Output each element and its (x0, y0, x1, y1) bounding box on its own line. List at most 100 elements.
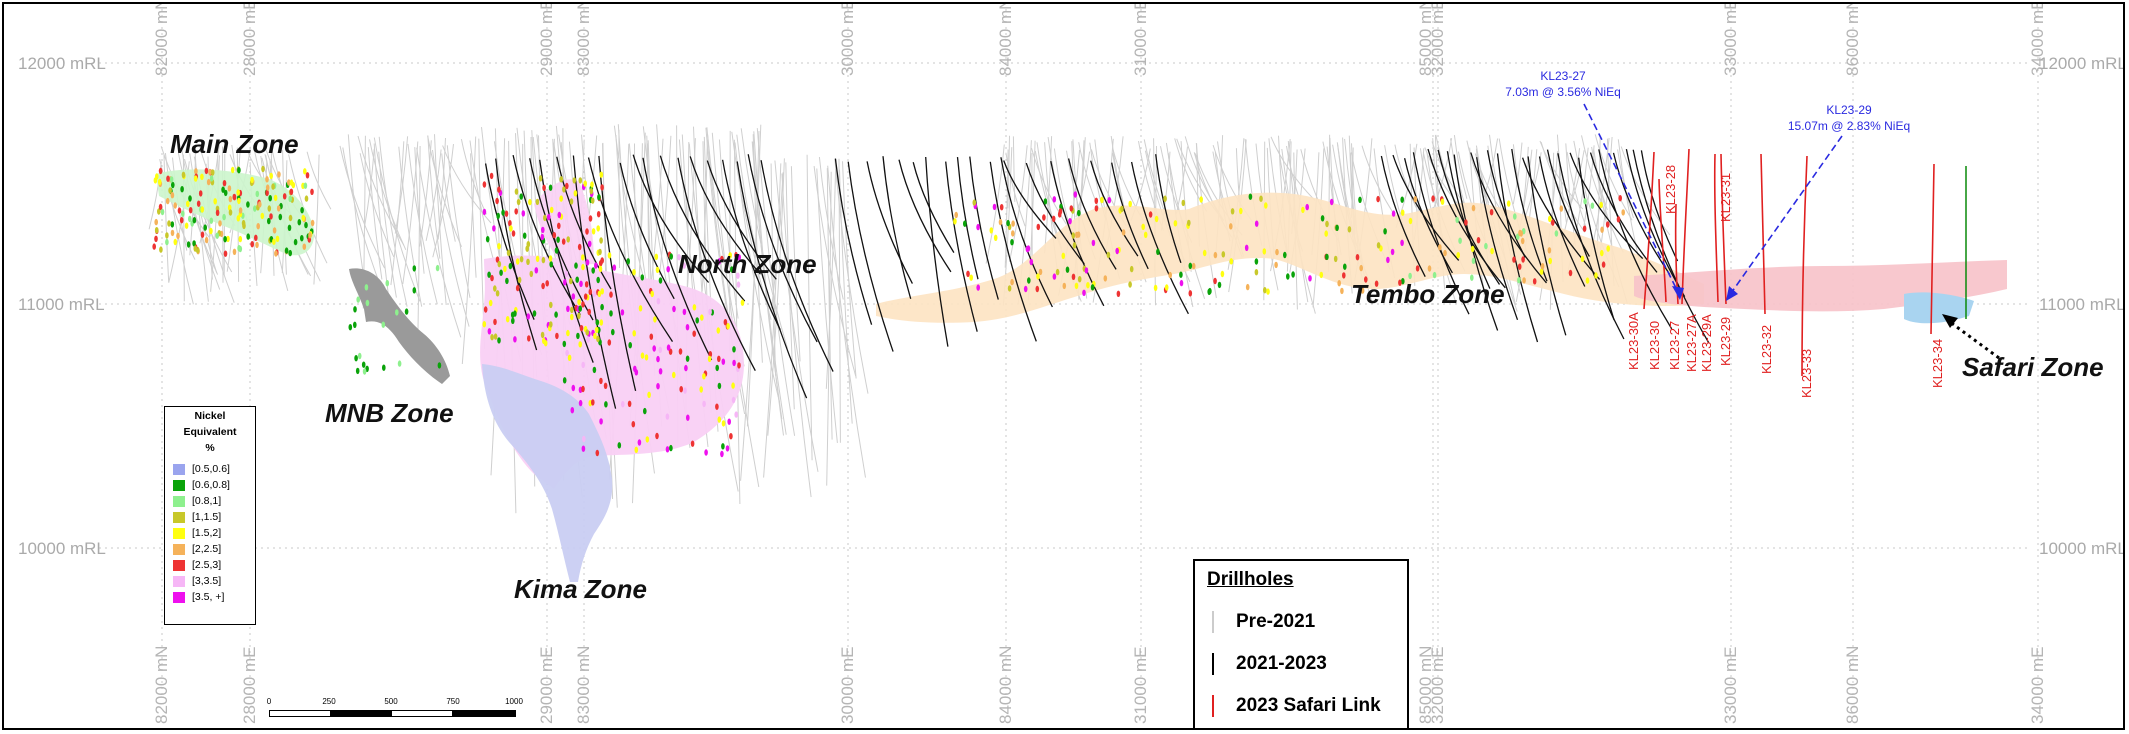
assay-dot (570, 313, 574, 321)
assay-dot (672, 371, 676, 379)
drillhole-trace (427, 136, 462, 247)
scale-segment (452, 710, 516, 717)
grid-label: 28000 mE (240, 4, 259, 76)
assay-dot (717, 355, 721, 362)
legend-swatch (173, 575, 185, 587)
assay-dot (1263, 287, 1267, 294)
assay-dot (1007, 285, 1012, 292)
assay-dot (596, 211, 601, 218)
assay-dot (721, 443, 725, 450)
hole-label: KL23-34 (1930, 339, 1945, 388)
assay-dot (1517, 277, 1521, 284)
assay-dot (1141, 223, 1145, 230)
hole-label: KL23-27A (1684, 314, 1699, 372)
assay-dot (1413, 196, 1418, 203)
assay-dot (255, 241, 259, 249)
zone-labels: Main Zone MNB Zone North Zone Kima Zone … (170, 129, 2104, 604)
elevation-labels: 12000 mRL 11000 mRL 10000 mRL 12000 mRL … (18, 54, 2125, 558)
assay-dot (169, 176, 174, 183)
assay-dot (1027, 277, 1031, 284)
assay-dot (1432, 271, 1437, 279)
assay-dot (1408, 217, 1413, 225)
assay-dot (717, 258, 722, 265)
drillhole-trace (912, 162, 955, 253)
grid-label: 86000 mN (1843, 646, 1862, 724)
assay-dot (511, 317, 515, 324)
grid-label: 32000 mE (1428, 647, 1447, 725)
assay-dot (1199, 196, 1203, 203)
assay-intercepts (152, 165, 1625, 458)
assay-dot (1517, 263, 1522, 270)
assay-dot (566, 305, 570, 312)
drillhole-trace (1556, 134, 1567, 223)
elevation-label: 10000 mRL (2039, 539, 2125, 558)
assay-dot (246, 233, 250, 240)
zone-label-main: Main Zone (170, 129, 299, 159)
assay-dot (483, 306, 488, 313)
assay-dot (515, 284, 520, 292)
assay-dot (656, 355, 660, 363)
legend-label: [0.6,0.8] (192, 479, 230, 491)
assay-dot (200, 173, 204, 180)
assay-dot (1187, 219, 1191, 227)
legend-swatch (173, 479, 185, 491)
assay-dot (361, 361, 366, 368)
assay-dot (269, 172, 274, 180)
grid-label: 30000 mE (838, 647, 857, 725)
assay-dot (599, 377, 603, 385)
assay-dot (1179, 271, 1183, 278)
safari-link-drillholes (1643, 148, 1935, 377)
assay-dot (731, 396, 736, 404)
drillhole-trace (441, 153, 456, 242)
assay-dot (732, 359, 736, 367)
assay-dot (1391, 210, 1396, 217)
assay-dot (237, 197, 241, 205)
drillhole-trace (427, 135, 441, 259)
assay-dot (1456, 252, 1460, 259)
drillhole-trace (866, 161, 913, 284)
legend-swatch-line (1212, 611, 1214, 633)
assay-dot (1164, 284, 1169, 291)
assay-dot (188, 215, 192, 223)
assay-dot (583, 180, 587, 187)
assay-dot (599, 319, 604, 326)
assay-dot (167, 220, 171, 227)
assay-dot (501, 209, 505, 216)
assay-dot (549, 301, 553, 309)
assay-dot (638, 305, 643, 312)
assay-dot (555, 332, 559, 340)
assay-dot (562, 340, 567, 348)
assay-dot (677, 254, 681, 261)
drillhole-trace (378, 136, 408, 307)
assay-dot (573, 190, 578, 197)
assay-dot (541, 282, 545, 290)
drillhole-trace (733, 139, 741, 505)
assay-dot (543, 214, 547, 222)
assay-dot (193, 245, 198, 252)
drillhole-trace (1090, 160, 1139, 257)
assay-dot (1010, 278, 1014, 286)
drillhole-kl23-27a (1681, 148, 1690, 305)
assay-dot (1431, 195, 1435, 202)
drillhole-trace (763, 163, 782, 478)
assay-dot (1071, 232, 1076, 239)
assay-dot (564, 270, 569, 277)
assay-dot (495, 197, 499, 205)
assay-dot (721, 420, 726, 427)
assay-dot (179, 217, 184, 224)
scale-segment (269, 710, 331, 717)
assay-dot (497, 243, 501, 250)
assay-dot (1239, 207, 1243, 215)
scale-label: 250 (322, 697, 336, 706)
assay-dot (600, 288, 604, 295)
assay-dot (1042, 214, 1046, 221)
assay-dot (679, 386, 683, 393)
assay-dot (1489, 209, 1494, 216)
assay-dot (954, 211, 958, 219)
assay-dot (1490, 247, 1494, 255)
assay-dot (275, 235, 280, 242)
assay-dot (155, 173, 159, 180)
assay-dot (1179, 279, 1184, 287)
assay-dot (487, 328, 492, 335)
